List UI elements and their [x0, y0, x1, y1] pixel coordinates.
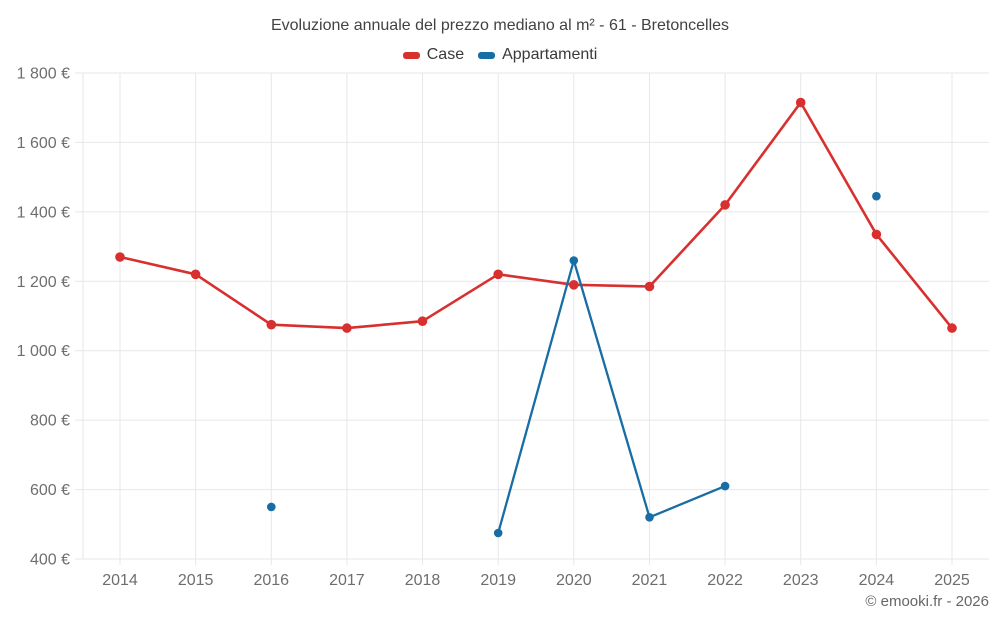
series-appartamenti-point	[267, 502, 276, 512]
x-axis-label: 2014	[102, 572, 138, 589]
series-case-point	[871, 229, 882, 240]
series-case-point	[342, 323, 352, 333]
series-appartamenti-point	[872, 191, 881, 201]
x-axis-label: 2023	[783, 572, 819, 589]
legend-label-appartamenti: Appartamenti	[502, 46, 598, 63]
legend-swatch-appartamenti	[478, 51, 496, 59]
attribution: © emooki.fr - 2026	[865, 593, 989, 610]
x-axis-label: 2016	[253, 572, 289, 589]
x-axis-label: 2024	[859, 572, 895, 589]
series-case-point	[720, 200, 730, 210]
legend: Case Appartamenti	[0, 46, 1000, 64]
x-axis-label: 2020	[556, 572, 592, 589]
series-appartamenti-point	[569, 256, 579, 265]
x-axis-label: 2022	[707, 572, 743, 589]
series-appartamenti-point	[493, 528, 503, 538]
x-axis-label: 2025	[934, 572, 970, 589]
x-axis-label: 2015	[178, 572, 214, 589]
y-axis-label: 1 600 €	[17, 135, 70, 152]
x-axis-label: 2018	[405, 572, 441, 589]
legend-swatch-case	[402, 51, 420, 59]
y-axis-label: 1 200 €	[17, 274, 70, 291]
series-case-point	[569, 280, 579, 290]
series-case-point	[795, 97, 806, 108]
y-axis-label: 800 €	[30, 413, 70, 430]
series-case-point	[190, 269, 201, 280]
x-axis-label: 2019	[480, 572, 516, 589]
legend-label-case: Case	[426, 46, 465, 63]
y-axis-label: 600 €	[30, 482, 70, 499]
series-appartamenti-point	[645, 513, 654, 522]
series-appartamenti-point	[720, 481, 730, 491]
series-case-point	[644, 281, 655, 292]
x-axis-label: 2017	[329, 572, 365, 589]
series-case-point	[266, 319, 277, 330]
series-case-line	[118, 101, 954, 330]
y-axis-label: 1 800 €	[17, 66, 70, 83]
y-axis-label: 400 €	[30, 552, 70, 569]
series-case-point	[115, 252, 125, 262]
y-axis-label: 1 400 €	[17, 204, 70, 221]
legend-item-appartamenti[interactable]: Appartamenti	[478, 46, 597, 64]
legend-item-case[interactable]: Case	[402, 46, 465, 64]
x-axis-label: 2021	[632, 572, 668, 589]
series-case-point	[947, 323, 957, 333]
y-axis-label: 1 000 €	[17, 343, 70, 360]
series-case-point	[417, 316, 428, 327]
series-case-point	[493, 269, 504, 280]
chart-title: Evoluzione annuale del prezzo mediano al…	[270, 17, 730, 34]
